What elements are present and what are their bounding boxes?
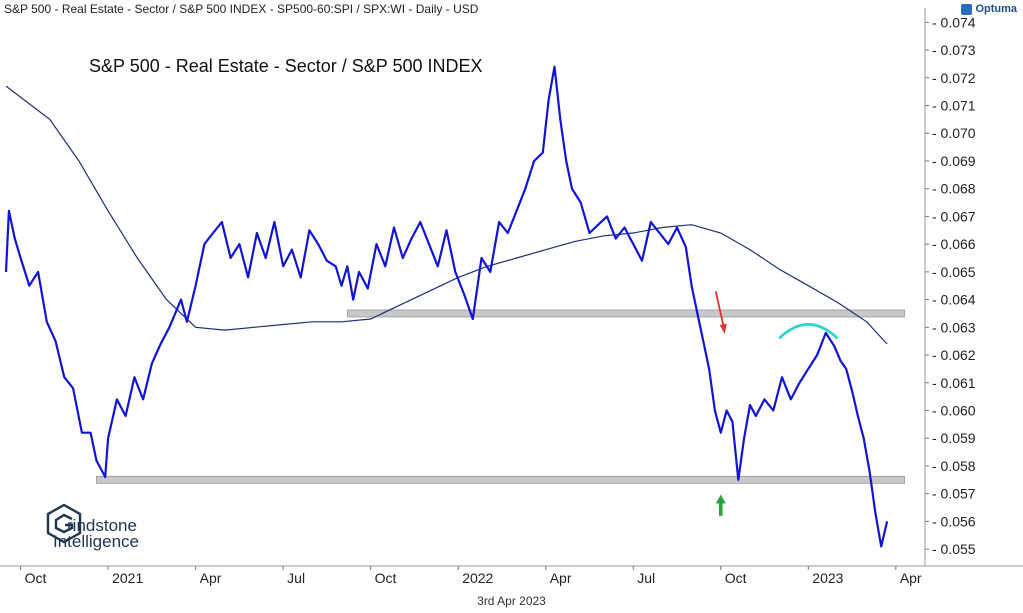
x-tick-label-3: Jul [287,570,305,586]
y-tick-label-16: - 0.071 [932,98,976,114]
chart-header-title: S&P 500 - Real Estate - Sector / S&P 500… [4,2,479,16]
y-tick-label-13: - 0.068 [932,181,976,197]
y-tick-label-8: - 0.063 [932,319,976,335]
logo-text-line2: Intelligence [53,532,139,551]
y-tick-label-4: - 0.059 [932,430,976,446]
x-tick-label-7: Jul [637,570,655,586]
x-tick-label-2: Apr [200,570,222,586]
y-tick-label-18: - 0.073 [932,42,976,58]
y-tick-label-3: - 0.058 [932,458,976,474]
support-band-0 [346,309,905,318]
y-tick-label-11: - 0.066 [932,236,976,252]
hexagon-g-icon [46,503,82,544]
support-band-1 [96,475,905,484]
top-arc [778,323,839,340]
y-tick-label-9: - 0.064 [932,292,976,308]
chart-title: S&P 500 - Real Estate - Sector / S&P 500… [89,56,483,76]
brand-badge: Optuma [961,3,1017,15]
y-tick-label-19: - 0.074 [932,14,976,30]
x-tick-label-0: Oct [25,570,47,586]
ratio-price-line [4,65,889,548]
optuma-icon [961,3,973,15]
down-arrow-shaft [714,291,725,328]
date-footer: 3rd Apr 2023 [477,594,546,608]
y-tick-label-15: - 0.070 [932,125,976,141]
y-tick-label-5: - 0.060 [932,403,976,419]
up-arrow-shaft [718,502,723,516]
x-tick-label-1: 2021 [112,570,143,586]
y-tick-label-2: - 0.057 [932,486,976,502]
y-tick-label-7: - 0.062 [932,347,976,363]
y-tick-label-1: - 0.056 [932,513,976,529]
y-tick-label-17: - 0.072 [932,70,976,86]
x-tick-label-10: Apr [900,570,922,586]
y-tick-label-6: - 0.061 [932,375,976,391]
y-tick-label-12: - 0.067 [932,208,976,224]
grindstone-logo: rindstone Intelligence [46,503,139,551]
x-tick-label-4: Oct [375,570,397,586]
x-tick-label-8: Oct [725,570,747,586]
up-arrow-head [715,494,726,504]
logo-text-line1: rindstone [67,516,137,535]
y-tick-label-10: - 0.065 [932,264,976,280]
x-tick-label-6: Apr [550,570,572,586]
x-tick-label-9: 2023 [812,570,843,586]
brand-name: Optuma [975,3,1017,15]
moving-average-line [5,85,888,345]
x-tick-label-5: 2022 [462,570,493,586]
y-tick-label-0: - 0.055 [932,541,976,557]
y-tick-label-14: - 0.069 [932,153,976,169]
down-arrow-head [719,323,727,334]
